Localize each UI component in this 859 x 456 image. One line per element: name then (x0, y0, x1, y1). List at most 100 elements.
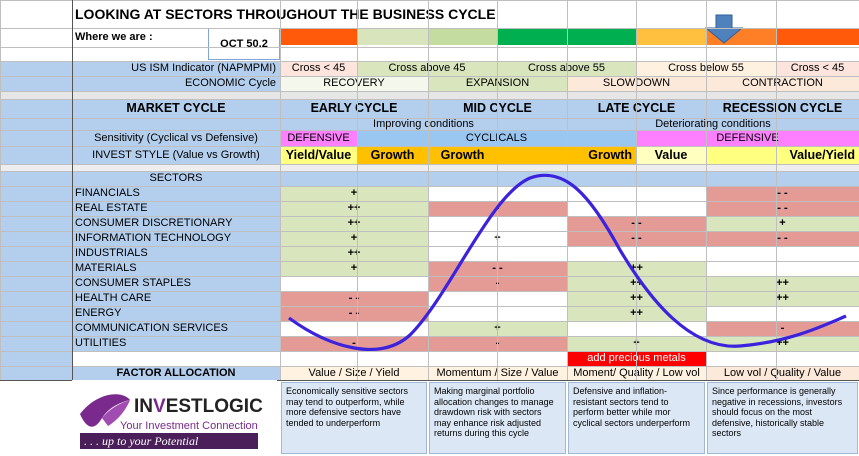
sector-mark: ++ (706, 276, 859, 291)
sector-mark: - - (567, 231, 706, 246)
sectors-header-cell (706, 171, 776, 186)
sensitivity-cyclicals: CYCLICALS (357, 130, 636, 146)
sector-name: MATERIALS (72, 261, 280, 276)
sector-mark: + (706, 216, 859, 231)
sector-mark (567, 246, 706, 261)
factor-label: FACTOR ALLOCATION (72, 366, 280, 380)
factor-cell: Momentum / Size / Value (428, 366, 567, 380)
row-number-cell (0, 76, 72, 91)
style-cell: Growth (428, 146, 497, 164)
row-number-cell (0, 118, 72, 130)
sector-mark: - (428, 336, 567, 351)
ism-cell: Cross < 45 (776, 61, 859, 76)
sector-mark: + (567, 336, 706, 351)
style-cell: Yield/Value (280, 146, 357, 164)
sector-mark: ++ (280, 201, 428, 216)
factor-cell: Value / Size / Yield (280, 366, 428, 380)
cycle-color-bar-segment (357, 28, 428, 45)
factor-cell: Low vol / Quality / Value (706, 366, 859, 380)
style-cell: Value (636, 146, 706, 164)
econ-cell: CONTRACTION (706, 76, 859, 91)
ism-label: US ISM Indicator (NAPMPMI) (72, 61, 280, 76)
sector-mark (706, 246, 859, 261)
explanation-note: Defensive and inflation-resistant sector… (568, 382, 705, 454)
sector-mark: + (280, 231, 428, 246)
logo-name: INVESTLOGIC (134, 396, 263, 417)
row-number-cell (0, 246, 72, 261)
style-cell: Growth (497, 146, 636, 164)
econ-cell: EXPANSION (428, 76, 567, 91)
econ-cell: SLOWDOWN (567, 76, 706, 91)
sector-name: REAL ESTATE (72, 201, 280, 216)
sector-mark: - - (706, 186, 859, 201)
sectors-header-cell (497, 171, 567, 186)
row-number-cell (0, 336, 72, 351)
sector-mark: - - (428, 261, 567, 276)
sector-mark: ++ (706, 336, 859, 351)
sector-mark: + (428, 321, 567, 336)
econ-cell: RECOVERY (280, 76, 428, 91)
sector-mark: + (280, 186, 428, 201)
sector-mark (428, 186, 567, 201)
market-label: MARKET CYCLE (72, 99, 280, 118)
sector-name: CONSUMER DISCRETIONARY (72, 216, 280, 231)
row-number-cell (0, 291, 72, 306)
explanation-note: Making marginal portfolio allocation cha… (429, 382, 566, 454)
sector-name: CONSUMER STAPLES (72, 276, 280, 291)
sector-mark (280, 276, 428, 291)
sector-name: ENERGY (72, 306, 280, 321)
sector-mark: ++ (706, 291, 859, 306)
market-cell: EARLY CYCLE (280, 99, 428, 118)
cycle-color-bar-segment (776, 28, 859, 45)
row-number-cell (0, 61, 72, 76)
conditions-deteriorating: Deteriorating conditions (567, 118, 859, 130)
conditions-improving: Improving conditions (280, 118, 567, 130)
cycle-color-bar-segment (428, 28, 497, 45)
cycle-color-bar-segment (567, 28, 636, 45)
style-cell: Growth (357, 146, 428, 164)
sector-mark: - - (567, 216, 706, 231)
page-title: LOOKING AT SECTORS THROUGHOUT THE BUSINE… (75, 6, 496, 22)
blank-row (72, 47, 208, 60)
sector-mark (567, 201, 706, 216)
style-cell: Value/Yield (706, 146, 859, 164)
econ-label: ECONOMIC Cycle (72, 76, 280, 91)
market-cell: RECESSION CYCLE (706, 99, 859, 118)
sector-mark: - (428, 201, 567, 216)
row-number-cell (0, 216, 72, 231)
sectors-header-cell (428, 171, 497, 186)
ism-cell: Cross above 45 (357, 61, 497, 76)
explanation-note: Economically sensitive sectors may tend … (281, 382, 427, 454)
sector-mark (428, 291, 567, 306)
sector-mark: - (706, 321, 859, 336)
row-number-cell (0, 99, 72, 118)
conditions-label (72, 118, 280, 130)
sector-name: INDUSTRIALS (72, 246, 280, 261)
explanation-note: Since performance is generally negative … (707, 382, 858, 454)
sectors-header-cell (357, 171, 428, 186)
investlogic-logo: INVESTLOGIC Your Investment Connection .… (72, 380, 277, 456)
sectors-header-cell (636, 171, 706, 186)
ism-cell: Cross above 55 (497, 61, 636, 76)
logo-tagline: Your Investment Connection (120, 420, 258, 432)
sectors-header-cell (776, 171, 859, 186)
sector-mark: - (280, 336, 428, 351)
sector-mark (280, 321, 428, 336)
blank-cell (72, 351, 280, 366)
logo-graphic: INVESTLOGIC Your Investment Connection .… (80, 394, 263, 449)
sector-mark: ++ (280, 246, 428, 261)
spacer-row (0, 91, 859, 99)
sector-mark: ++ (567, 261, 706, 276)
sector-mark: ++ (567, 291, 706, 306)
cycle-color-bar-segment (280, 28, 357, 45)
market-cell: MID CYCLE (428, 99, 567, 118)
sectors-header-cell (280, 171, 357, 186)
sector-mark (567, 186, 706, 201)
sector-mark: - - (280, 291, 428, 306)
row-number-cell (0, 186, 72, 201)
where-value-field[interactable]: OCT 50.2 (208, 28, 280, 60)
row-number-cell (0, 321, 72, 336)
sector-mark (428, 246, 567, 261)
sector-mark: + (428, 231, 567, 246)
sector-name: HEALTH CARE (72, 291, 280, 306)
